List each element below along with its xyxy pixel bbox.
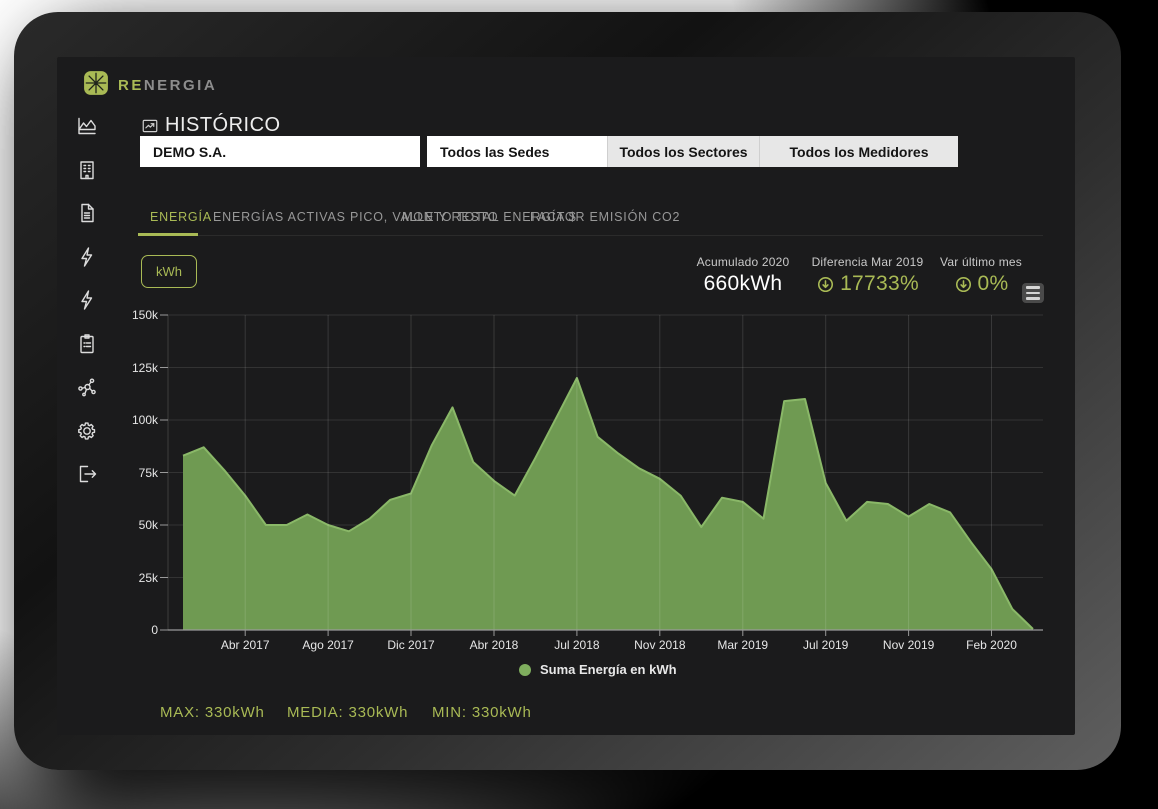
tab-monto-total[interactable]: MONTO TOTAL ENERGÍA $ — [402, 210, 577, 224]
sectores-filter[interactable]: Todos los Sectores — [607, 136, 759, 167]
area-chart-icon — [75, 114, 99, 138]
legend-label: Suma Energía en kWh — [540, 662, 677, 677]
hamburger-menu-icon — [1026, 286, 1040, 289]
stat-diferencia: Diferencia Mar 2019 17733% — [778, 255, 958, 296]
legend-marker-icon — [519, 663, 531, 676]
device-frame: RENERGIA HISTÓRICO DEMO S.A. Todos las S… — [14, 12, 1121, 770]
sidebar-item-document-2[interactable] — [75, 201, 99, 225]
brand-name-primary: RE — [118, 77, 144, 94]
filter-bar: DEMO S.A. Todos las Sedes Todos los Sect… — [140, 136, 958, 167]
active-tab-underline — [138, 233, 198, 236]
sidebar-item-logout-8[interactable] — [75, 462, 99, 486]
brand-name-secondary: NERGIA — [143, 77, 218, 94]
stat-var-ultimo-mes: Var último mes 0% — [891, 255, 1071, 296]
sidebar-item-gear-7[interactable] — [75, 419, 99, 443]
tabs-divider — [138, 235, 1043, 236]
renergia-logo-icon — [83, 70, 109, 101]
document-icon — [75, 201, 99, 225]
summary-max: MAX: 330kWh — [160, 704, 265, 721]
x-axis-tick-label: Nov 2019 — [882, 638, 935, 652]
stat-value: 660kWh — [703, 272, 783, 295]
x-axis-tick-label: Jul 2019 — [802, 638, 849, 652]
page-header: HISTÓRICO — [141, 114, 281, 137]
chart-legend[interactable]: Suma Energía en kWh — [519, 662, 677, 677]
y-axis-tick-label: 125k — [131, 360, 158, 375]
chart-menu-button[interactable] — [1022, 283, 1044, 303]
unit-kwh-button[interactable]: kWh — [141, 255, 197, 288]
summary-media: MEDIA: 330kWh — [287, 704, 409, 721]
trend-chart-icon — [141, 117, 159, 135]
sidebar-item-building-1[interactable] — [75, 158, 99, 182]
gear-icon — [75, 419, 99, 443]
stat-label: Diferencia Mar 2019 — [811, 255, 924, 269]
sidebar-item-clipboard-list-5[interactable] — [75, 332, 99, 356]
building-icon — [75, 158, 99, 182]
stat-acumulado: Acumulado 2020 660kWh — [653, 255, 833, 296]
clipboard-list-icon — [75, 332, 99, 356]
x-axis-tick-label: Ago 2017 — [302, 638, 354, 652]
y-axis-tick-label: 25k — [138, 570, 158, 585]
bolt-icon — [75, 288, 99, 312]
tab-energias-activas[interactable]: ENERGÍAS ACTIVAS PICO, VALLE Y RESTO — [213, 210, 499, 224]
company-filter[interactable]: DEMO S.A. — [140, 136, 420, 167]
x-axis-tick-label: Mar 2019 — [717, 638, 769, 652]
stat-label: Acumulado 2020 — [696, 255, 790, 269]
arrow-down-circle-icon — [954, 275, 973, 294]
y-axis-tick-label: 100k — [131, 413, 158, 427]
stat-label: Var último mes — [940, 255, 1022, 269]
stat-value: 0% — [977, 272, 1009, 295]
y-axis-tick-label: 0 — [151, 623, 158, 637]
x-axis-tick-label: Feb 2020 — [966, 638, 1017, 652]
summary-min: MIN: 330kWh — [432, 704, 532, 721]
stat-value: 17733% — [840, 272, 919, 295]
y-axis-tick-label: 150k — [131, 308, 158, 322]
y-axis-tick-label: 75k — [138, 465, 158, 480]
x-axis-tick-label: Abr 2018 — [469, 638, 519, 652]
arrow-down-circle-icon — [816, 275, 835, 294]
sidebar-item-area-chart-0[interactable] — [75, 114, 99, 138]
x-axis-tick-label: Nov 2018 — [634, 638, 686, 652]
x-axis-tick-label: Jul 2018 — [554, 638, 600, 652]
tab-factor-emision[interactable]: FACTOR EMISIÓN CO2 — [530, 210, 681, 224]
page-title: HISTÓRICO — [165, 114, 281, 136]
sidebar-item-network-6[interactable] — [75, 375, 99, 399]
sedes-filter[interactable]: Todos las Sedes — [427, 136, 607, 167]
brand-logo: RENERGIA — [83, 70, 217, 101]
tab-energia[interactable]: ENERGÍA — [150, 210, 212, 224]
brand-name: RENERGIA — [118, 77, 217, 94]
medidores-filter[interactable]: Todos los Medidores — [759, 136, 958, 167]
x-axis-tick-label: Abr 2017 — [220, 638, 270, 652]
sidebar-item-bolt-4[interactable] — [75, 288, 99, 312]
app-screen: RENERGIA HISTÓRICO DEMO S.A. Todos las S… — [57, 57, 1075, 735]
sidebar-item-bolt-3[interactable] — [75, 245, 99, 269]
logout-icon — [75, 462, 99, 486]
y-axis-tick-label: 50k — [138, 518, 158, 532]
network-icon — [75, 375, 99, 399]
bolt-icon — [75, 245, 99, 269]
x-axis-tick-label: Dic 2017 — [387, 638, 435, 652]
